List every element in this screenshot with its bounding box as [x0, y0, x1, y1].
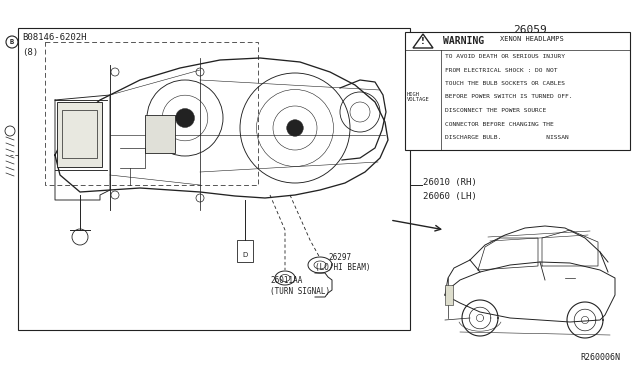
Bar [18, 28, 410, 330]
Text: WARNING: WARNING [443, 36, 484, 46]
Text: (8): (8) [22, 48, 38, 57]
Text: TOUCH THE BULB SOCKETS OR CABLES: TOUCH THE BULB SOCKETS OR CABLES [445, 81, 565, 86]
Text: CONNECTOR BEFORE CHANGING THE: CONNECTOR BEFORE CHANGING THE [445, 122, 554, 126]
Bar [57, 102, 102, 167]
Text: XENON HEADLAMPS: XENON HEADLAMPS [500, 36, 564, 42]
Text: 26297: 26297 [328, 253, 351, 262]
Bar [445, 285, 453, 305]
Text: R260006N: R260006N [580, 353, 620, 362]
Text: 26010 (RH): 26010 (RH) [423, 178, 477, 187]
Text: TO AVOID DEATH OR SERIOUS INJURY: TO AVOID DEATH OR SERIOUS INJURY [445, 54, 565, 59]
Text: (TURN SIGNAL): (TURN SIGNAL) [270, 287, 330, 296]
Text: !: ! [421, 38, 425, 46]
Text: BEFORE POWER SWITCH IS TURNED OFF.: BEFORE POWER SWITCH IS TURNED OFF. [445, 94, 573, 99]
Text: D: D [243, 252, 248, 258]
Text: B: B [10, 39, 14, 45]
Text: 26011AA: 26011AA [270, 276, 302, 285]
Text: DISCONNECT THE POWER SOURCE: DISCONNECT THE POWER SOURCE [445, 108, 547, 113]
Circle shape [175, 109, 195, 128]
Text: DISCHARGE BULB.            NISSAN: DISCHARGE BULB. NISSAN [445, 135, 569, 140]
Text: B08146-6202H: B08146-6202H [22, 33, 86, 42]
Bar [405, 32, 630, 150]
Bar [45, 42, 258, 185]
Text: (LO/HI BEAM): (LO/HI BEAM) [315, 263, 371, 272]
Text: 26060 (LH): 26060 (LH) [423, 192, 477, 201]
Bar [62, 110, 97, 158]
Bar [237, 240, 253, 262]
Text: 26059: 26059 [513, 25, 547, 35]
Circle shape [287, 120, 303, 136]
Text: HIGH
VOLTAGE: HIGH VOLTAGE [407, 92, 429, 102]
Text: FROM ELECTRICAL SHOCK : DO NOT: FROM ELECTRICAL SHOCK : DO NOT [445, 67, 557, 73]
Bar [145, 115, 175, 153]
